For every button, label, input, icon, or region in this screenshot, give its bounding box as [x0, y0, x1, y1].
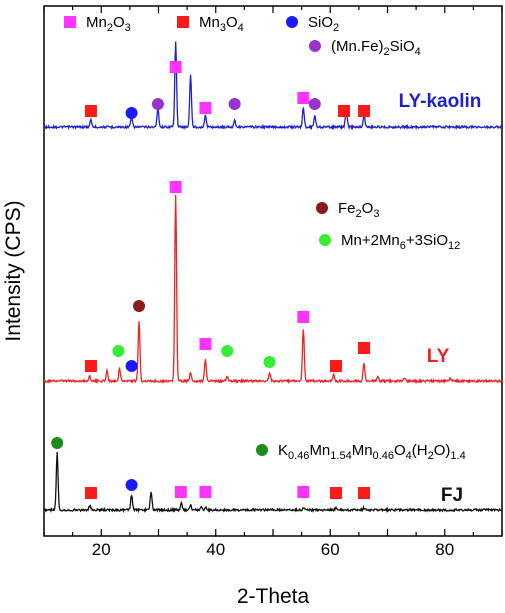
x-axis: 20 40 60 80: [43, 6, 503, 559]
legend-marker: [316, 202, 328, 214]
x-tick-label: 80: [435, 540, 454, 559]
phase-marker: [169, 181, 182, 193]
legend-marker: [64, 16, 76, 28]
phase-marker: [125, 360, 138, 372]
series-label: FJ: [441, 485, 463, 506]
y-axis-title: Intensity (CPS): [2, 200, 25, 341]
phase-marker: [84, 487, 97, 499]
legend-marker: [286, 16, 298, 28]
phase-marker: [174, 486, 187, 498]
legend-marker: [177, 16, 189, 28]
phase-marker: [297, 486, 310, 498]
x-tick-label: 60: [321, 540, 340, 559]
phase-marker: [125, 479, 138, 491]
phase-marker: [308, 98, 321, 110]
phase-marker: [337, 105, 350, 117]
phase-marker: [199, 102, 212, 114]
series-line: [43, 41, 503, 131]
series-label: LY: [427, 346, 450, 367]
legend-marker: [319, 234, 331, 246]
legend-group: Mn2O3 Mn3O4 SiO2 (Mn.Fe)2SiO4 Fe2O3 Mn+2Mn6+3…: [64, 14, 466, 462]
phase-marker: [358, 342, 371, 354]
phase-marker: [151, 98, 164, 110]
legend-marker: [256, 444, 268, 456]
phase-marker: [199, 486, 212, 498]
phase-marker: [112, 345, 125, 357]
phase-marker: [169, 61, 182, 73]
series-label: LY-kaolin: [399, 91, 482, 112]
phase-marker: [297, 92, 310, 104]
phase-marker: [51, 437, 64, 449]
legend-label: K0.46Mn1.54Mn0.46O4(H2O)1.4: [278, 442, 466, 462]
phase-marker: [358, 487, 371, 499]
legend-label: Mn2O3: [86, 14, 131, 34]
phase-marker: [228, 98, 241, 110]
legend-label: SiO2: [308, 14, 339, 34]
x-tick-label: 20: [92, 540, 111, 559]
legend-marker: [309, 40, 321, 52]
phase-marker: [329, 360, 342, 372]
phase-marker: [263, 356, 276, 368]
phase-marker: [199, 338, 212, 350]
legend-label: Mn+2Mn6+3SiO12: [341, 232, 460, 252]
legend-label: (Mn.Fe)2SiO4: [331, 38, 421, 58]
legend-label: Fe2O3: [338, 200, 379, 220]
series-group: LY-kaolin LY FJ: [43, 41, 503, 514]
x-tick-label: 40: [206, 540, 225, 559]
phase-marker: [358, 105, 371, 117]
phase-marker: [84, 360, 97, 372]
series-line: [43, 194, 503, 384]
phase-marker: [125, 107, 138, 119]
phase-marker: [84, 105, 97, 117]
series-line: [43, 451, 503, 514]
legend-label: Mn3O4: [199, 14, 244, 34]
phase-marker: [133, 300, 146, 312]
phase-marker: [221, 345, 234, 357]
x-axis-title: 2-Theta: [237, 585, 310, 608]
phase-marker: [297, 311, 310, 323]
markers-group: [51, 61, 371, 499]
phase-marker: [329, 487, 342, 499]
